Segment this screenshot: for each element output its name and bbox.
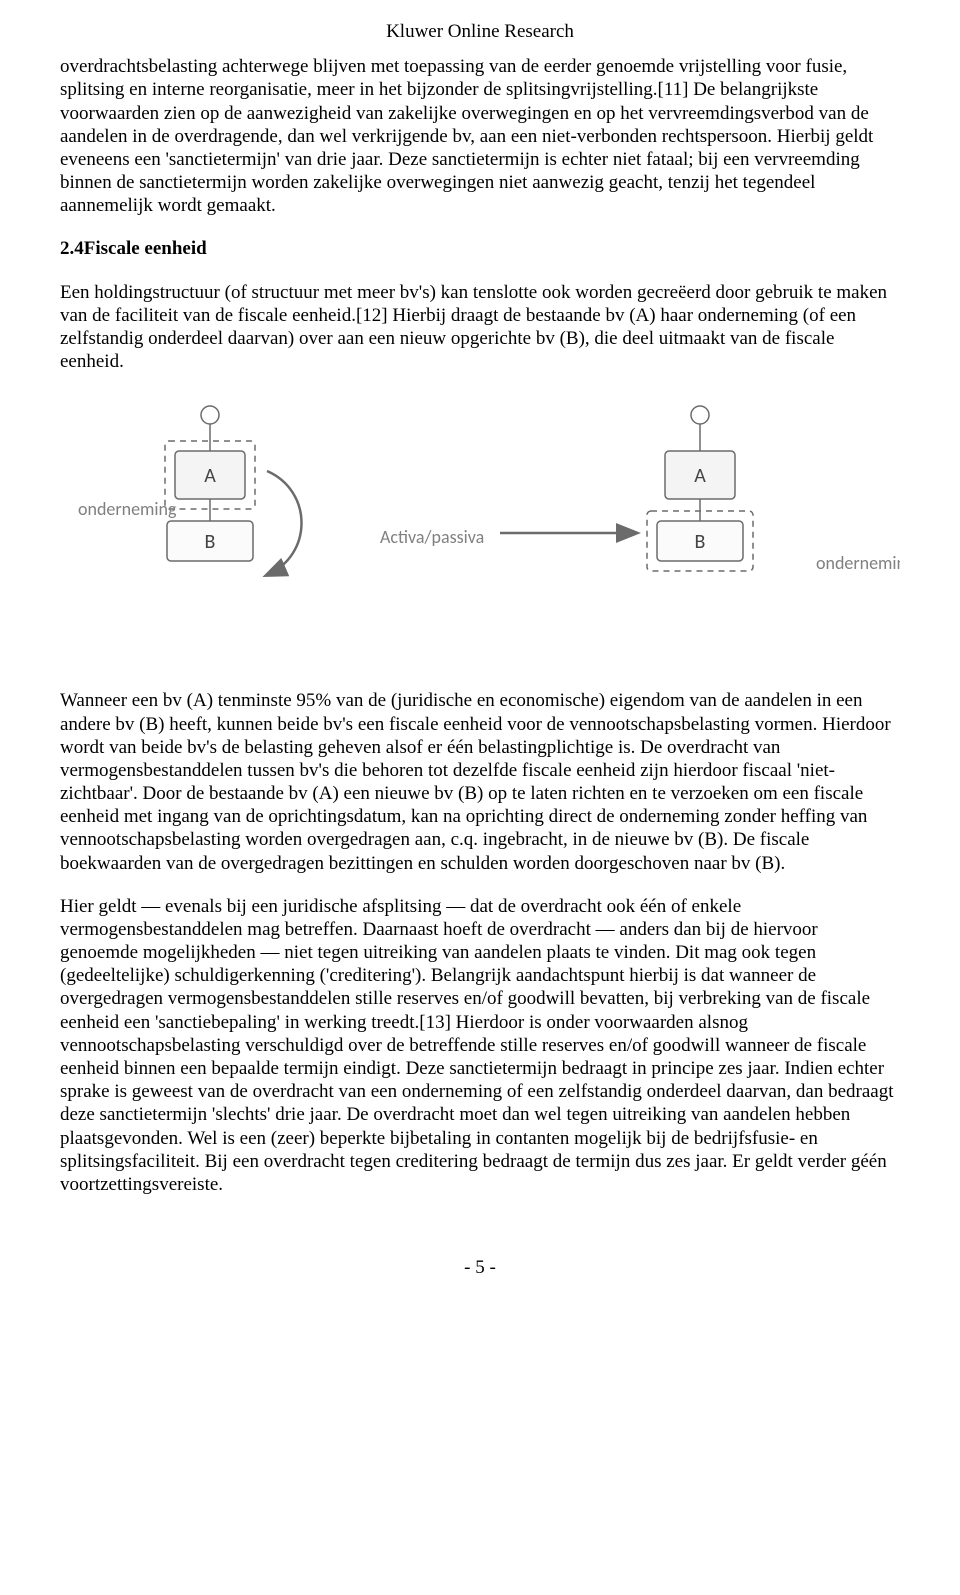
svg-text:B: B	[205, 530, 216, 554]
header-title: Kluwer Online Research	[386, 21, 574, 42]
fiscale-eenheid-diagram: A B A Bonderneming onderneming Activa/passiva	[60, 393, 900, 653]
page-header: Kluwer Online Research	[60, 20, 900, 43]
page: Kluwer Online Research overdrachtsbelast…	[0, 0, 960, 1299]
svg-text:B: B	[695, 530, 706, 554]
section-heading: 2.4Fiscale eenheid	[60, 237, 900, 260]
page-number: - 5 -	[464, 1257, 496, 1278]
paragraph-1: overdrachtsbelasting achterwege blijven …	[60, 55, 900, 217]
diagram-container: A B A Bonderneming onderneming Activa/passiva	[60, 393, 900, 659]
paragraph-2: Een holdingstructuur (of structuur met m…	[60, 281, 900, 374]
paragraph-4: Hier geldt — evenals bij een juridische …	[60, 895, 900, 1196]
page-footer: - 5 -	[60, 1256, 900, 1279]
svg-text:Activa/passiva: Activa/passiva	[380, 526, 484, 548]
svg-text:A: A	[204, 464, 216, 488]
svg-text:A: A	[694, 464, 706, 488]
svg-text:onderneming: onderneming	[816, 552, 900, 574]
paragraph-3: Wanneer een bv (A) tenminste 95% van de …	[60, 689, 900, 874]
svg-text:onderneming: onderneming	[78, 498, 177, 520]
